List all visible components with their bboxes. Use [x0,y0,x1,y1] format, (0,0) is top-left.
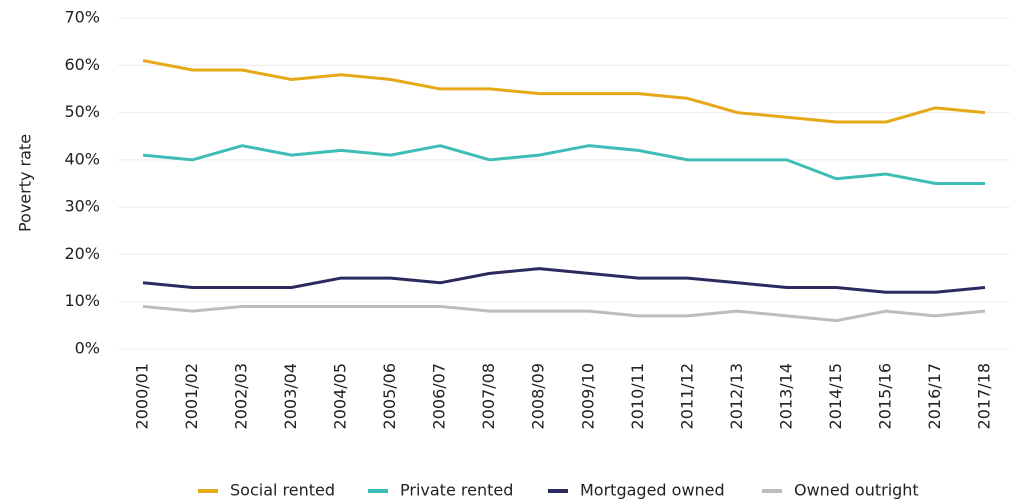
x-tick-label: 2011/12 [677,363,696,429]
y-tick-label: 70% [64,8,100,27]
x-tick-label: 2006/07 [430,363,449,429]
legend-label: Social rented [230,481,335,500]
x-tick-label: 2007/08 [479,363,498,429]
legend-label: Mortgaged owned [580,481,725,500]
x-tick-label: 2010/11 [628,363,647,429]
x-tick-label: 2003/04 [281,363,300,429]
y-tick-label: 20% [64,244,100,263]
x-tick-label: 2002/03 [232,363,251,429]
x-tick-label: 2016/17 [925,363,944,429]
series-line [142,59,986,124]
series-line [142,144,985,185]
x-tick-label: 2001/02 [182,363,201,429]
y-tick-label: 40% [64,149,100,168]
x-tick-label: 2005/06 [380,363,399,429]
x-tick-label: 2017/18 [975,363,994,429]
legend-label: Private rented [400,481,513,500]
x-tick-label: 2014/15 [826,363,845,429]
x-tick-label: 2004/05 [331,363,350,429]
x-tick-label: 2013/14 [776,363,795,429]
x-tick-label: 2012/13 [727,363,746,429]
series-line [142,267,986,294]
y-tick-label: 50% [64,102,100,121]
x-tick-label: 2009/10 [578,363,597,429]
x-tick-label: 2000/01 [133,363,152,429]
series-line [142,304,986,323]
y-tick-label: 10% [64,291,100,310]
y-tick-label: 30% [64,197,100,216]
legend-label: Owned outright [794,481,919,500]
x-tick-label: 2015/16 [875,363,894,429]
x-tick-label: 2008/09 [529,363,548,429]
y-tick-label: 60% [64,55,100,74]
y-tick-label: 0% [75,339,100,358]
y-axis-label: Poverty rate [16,134,35,232]
